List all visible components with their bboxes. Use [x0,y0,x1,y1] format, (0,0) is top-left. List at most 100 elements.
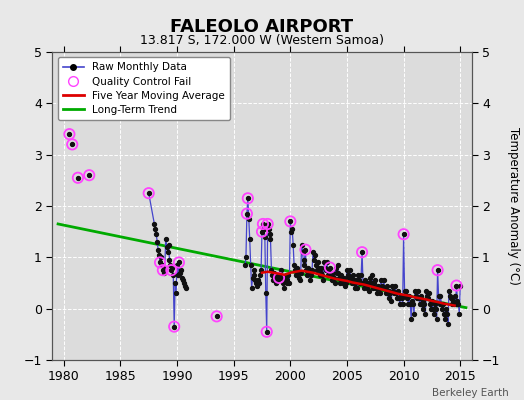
Point [410,310,418,317]
Point [398,300,407,307]
Point [399,231,408,238]
Point [430,310,438,317]
Point [250,267,259,273]
Point [445,288,453,294]
Point [344,272,352,278]
Point [284,272,292,278]
Point [346,267,354,273]
Point [176,270,184,276]
Point [340,275,348,281]
Point [428,298,436,304]
Point [446,295,455,302]
Point [375,285,383,291]
Point [323,259,331,266]
Point [258,228,266,235]
Point [451,293,459,299]
Point [302,267,311,273]
Point [166,262,174,268]
Point [408,298,416,304]
Point [421,310,430,317]
Point [266,236,275,242]
Point [429,306,437,312]
Point [255,280,264,286]
Point [253,282,261,289]
Point [179,277,187,284]
Point [170,324,178,330]
Point [145,190,153,196]
Point [381,290,390,296]
Point [311,252,319,258]
Point [411,288,419,294]
Point [179,280,188,286]
Point [172,290,180,296]
Point [326,264,334,271]
Point [369,285,378,291]
Point [252,280,260,286]
Point [297,270,305,276]
Point [74,174,82,181]
Point [365,288,373,294]
Point [162,244,171,250]
Point [286,218,294,225]
Point [368,280,377,286]
Legend: Raw Monthly Data, Quality Control Fail, Five Year Moving Average, Long-Term Tren: Raw Monthly Data, Quality Control Fail, … [58,57,230,120]
Point [391,282,399,289]
Point [259,221,267,227]
Point [310,257,318,263]
Point [328,277,336,284]
Point [454,300,463,307]
Point [316,270,325,276]
Point [412,293,420,299]
Point [376,290,384,296]
Point [265,231,274,238]
Point [393,295,401,302]
Point [163,249,172,255]
Point [279,285,288,291]
Point [177,267,185,273]
Point [85,172,93,178]
Point [392,290,400,296]
Point [268,272,277,278]
Point [263,328,271,335]
Point [322,267,331,273]
Point [439,300,447,307]
Point [366,280,375,286]
Point [440,310,449,317]
Point [325,270,333,276]
Point [447,300,456,307]
Point [397,293,405,299]
Point [365,275,374,281]
Point [364,280,372,286]
Point [244,195,252,202]
Point [246,236,254,242]
Point [270,270,278,276]
Point [258,228,266,235]
Point [377,277,385,284]
Point [336,280,345,286]
Point [339,280,347,286]
Point [296,277,304,284]
Point [247,285,256,291]
Point [324,272,332,278]
Point [452,282,461,289]
Point [433,267,442,273]
Y-axis label: Temperature Anomaly (°C): Temperature Anomaly (°C) [507,127,520,285]
Point [160,264,169,271]
Point [352,277,361,284]
Point [359,280,367,286]
Point [264,221,272,227]
Point [331,280,339,286]
Point [400,288,409,294]
Point [283,277,292,284]
Point [156,259,164,266]
Point [165,257,173,263]
Point [244,195,252,202]
Point [167,267,176,273]
Point [409,300,417,307]
Point [170,324,178,330]
Point [417,293,425,299]
Point [265,226,273,232]
Point [442,306,450,312]
Point [278,275,286,281]
Point [161,236,170,242]
